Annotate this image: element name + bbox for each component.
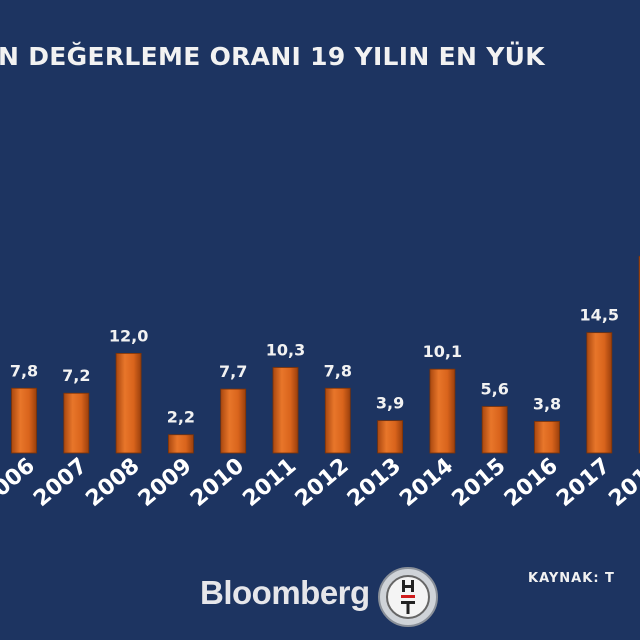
x-tick-2017: 2017 [552, 453, 615, 512]
x-tick-2007: 2007 [29, 453, 92, 512]
ht-logo-icon [378, 567, 438, 627]
data-label-2011: 10,3 [266, 341, 305, 360]
data-label-2014: 10,1 [423, 342, 462, 361]
data-label-2013: 3,9 [376, 394, 404, 413]
bar-2017 [586, 332, 613, 454]
x-tick-2011: 2011 [238, 453, 301, 512]
x-tick-2012: 2012 [291, 453, 354, 512]
bar-2013 [377, 420, 404, 454]
x-tick-2018: 2018 [604, 453, 640, 512]
data-label-2007: 7,2 [62, 366, 90, 385]
data-label-2015: 5,6 [481, 380, 509, 399]
bar-2011 [272, 367, 299, 454]
bar-2014 [429, 368, 456, 454]
bar-2006 [11, 387, 37, 454]
chart-title: N DEĞERLEME ORANI 19 YILIN EN YÜK [0, 42, 545, 71]
data-label-2016: 3,8 [533, 394, 561, 413]
bar-2010 [220, 388, 247, 454]
x-tick-2013: 2013 [343, 453, 406, 512]
bar-2016 [534, 421, 560, 454]
source-label: KAYNAK: T [528, 571, 615, 586]
x-tick-2016: 2016 [500, 453, 563, 512]
data-label-2012: 7,8 [324, 361, 352, 380]
data-label-2009: 2,2 [167, 408, 195, 427]
data-label-2008: 12,0 [109, 326, 148, 345]
x-tick-2006: 2006 [0, 453, 40, 512]
bar-2015 [481, 406, 508, 454]
x-tick-2008: 2008 [81, 453, 144, 512]
bloomberg-logo: Bloomberg [200, 574, 370, 611]
data-label-2006: 7,8 [10, 361, 38, 380]
x-tick-2015: 2015 [448, 453, 511, 512]
bar-2009 [167, 434, 194, 454]
x-tick-2014: 2014 [395, 453, 458, 512]
data-label-2010: 7,7 [219, 362, 247, 381]
x-tick-2010: 2010 [186, 453, 249, 512]
bar-2008 [115, 352, 142, 454]
bar-2007 [63, 392, 90, 454]
data-label-2017: 14,5 [580, 306, 619, 325]
x-tick-2009: 2009 [134, 453, 197, 512]
bar-2012 [324, 387, 351, 454]
